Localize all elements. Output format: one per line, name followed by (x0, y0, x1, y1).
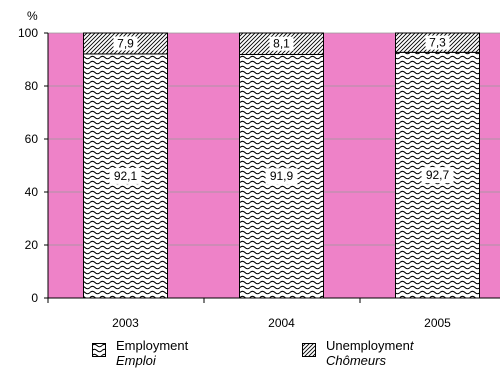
legend-employment-text: Employment Emploi (116, 338, 188, 368)
legend-employment-label: Employment (116, 338, 189, 353)
data-label-box (113, 36, 138, 51)
data-label-employment: 92,1 (114, 169, 138, 183)
y-tick-label: 20 (25, 238, 39, 252)
axes: 0 20 40 60 80 100% 2003 2004 2005 (18, 9, 500, 330)
y-tick-label: 0 (31, 291, 38, 305)
data-label-unemployment: 7,3 (429, 36, 446, 50)
x-tick-label: 2003 (112, 316, 139, 330)
data-label-unemployment: 8,1 (273, 37, 290, 51)
y-tick-label: 100 (18, 26, 38, 40)
x-tick-label: 2004 (268, 316, 295, 330)
data-label-box (421, 167, 454, 184)
y-tick-label: 40 (25, 185, 39, 199)
data-label-unemployment: 7,9 (117, 36, 134, 50)
legend-unemployment-label: Unemploymen (326, 338, 410, 353)
labels: 92,1 7,9 91,9 8,1 92,7 7,3 (109, 35, 454, 185)
legend-unemployment-label-italic: t (409, 338, 414, 353)
data-label-box (269, 36, 294, 51)
x-tick-label: 2005 (424, 316, 451, 330)
data-label-box (425, 35, 450, 50)
unemployment-swatch (302, 343, 316, 357)
data-label-box (265, 168, 298, 185)
data-label-employment: 91,9 (270, 169, 294, 183)
y-tick-label: 80 (25, 79, 39, 93)
data-label-employment: 92,7 (426, 168, 450, 182)
bars (83, 32, 480, 299)
y-tick-label: 60 (25, 132, 39, 146)
legend-unemployment-sub: Chômeurs (326, 353, 386, 368)
employment-swatch (92, 343, 106, 357)
legend-employment-sub: Emploi (116, 353, 156, 368)
data-label-box (109, 167, 142, 184)
y-axis-label: % (27, 9, 38, 23)
legend-unemployment-text: Unemployment Chômeurs (326, 338, 413, 368)
